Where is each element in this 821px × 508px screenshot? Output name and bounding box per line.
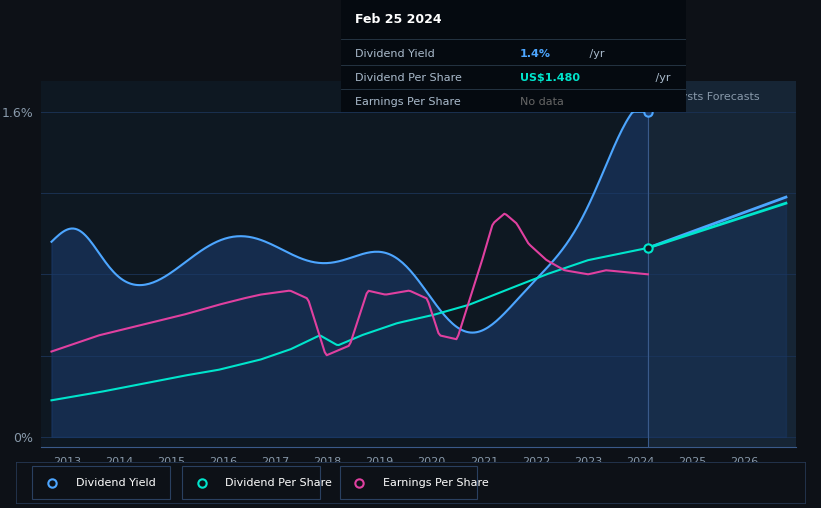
Text: US$1.480: US$1.480 (520, 73, 580, 83)
Text: Earnings Per Share: Earnings Per Share (355, 97, 461, 107)
Text: /yr: /yr (653, 73, 671, 83)
Text: Dividend Yield: Dividend Yield (355, 49, 434, 58)
Text: Dividend Per Share: Dividend Per Share (355, 73, 461, 83)
Text: /yr: /yr (586, 49, 605, 58)
Text: Dividend Yield: Dividend Yield (76, 478, 155, 488)
Text: Analysts Forecasts: Analysts Forecasts (656, 91, 759, 102)
Text: No data: No data (520, 97, 564, 107)
Text: 1.4%: 1.4% (520, 49, 551, 58)
Text: Feb 25 2024: Feb 25 2024 (355, 13, 441, 26)
Text: Dividend Per Share: Dividend Per Share (225, 478, 333, 488)
Text: Past: Past (617, 91, 640, 102)
Bar (648, 81, 796, 447)
Text: Earnings Per Share: Earnings Per Share (383, 478, 488, 488)
